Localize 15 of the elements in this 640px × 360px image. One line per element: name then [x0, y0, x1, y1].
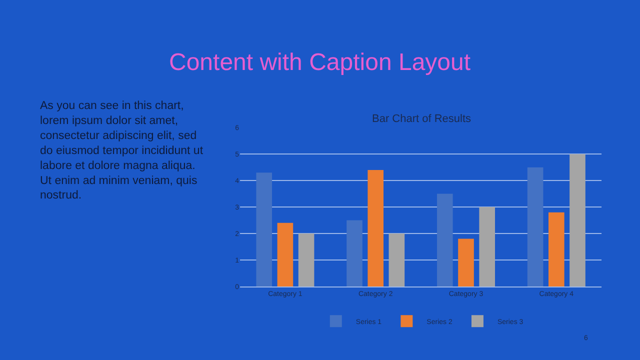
- text: As you can see in this chart, lorem ipsum dolor sit amet, consectetur adipiscing elit, sed do eiusmod tempor incididunt ut labore et dolore magna aliqua. Ut enim ad minim veniam, quis nostrud.: [40, 100, 204, 202]
- bar: [458, 238, 474, 286]
- bar: [256, 172, 272, 286]
- chart-title: Content with Caption Layout: [169, 49, 471, 76]
- chart-subtitle: Bar Chart of Results: [372, 113, 472, 125]
- bar: [479, 207, 495, 286]
- bar: [298, 234, 314, 286]
- bar: [346, 220, 362, 286]
- bar: [570, 154, 586, 286]
- bar: [388, 234, 405, 286]
- bar: [437, 194, 453, 286]
- bar: [527, 167, 544, 286]
- bar: [277, 222, 294, 286]
- bar: [368, 170, 384, 286]
- bar: [548, 212, 564, 286]
